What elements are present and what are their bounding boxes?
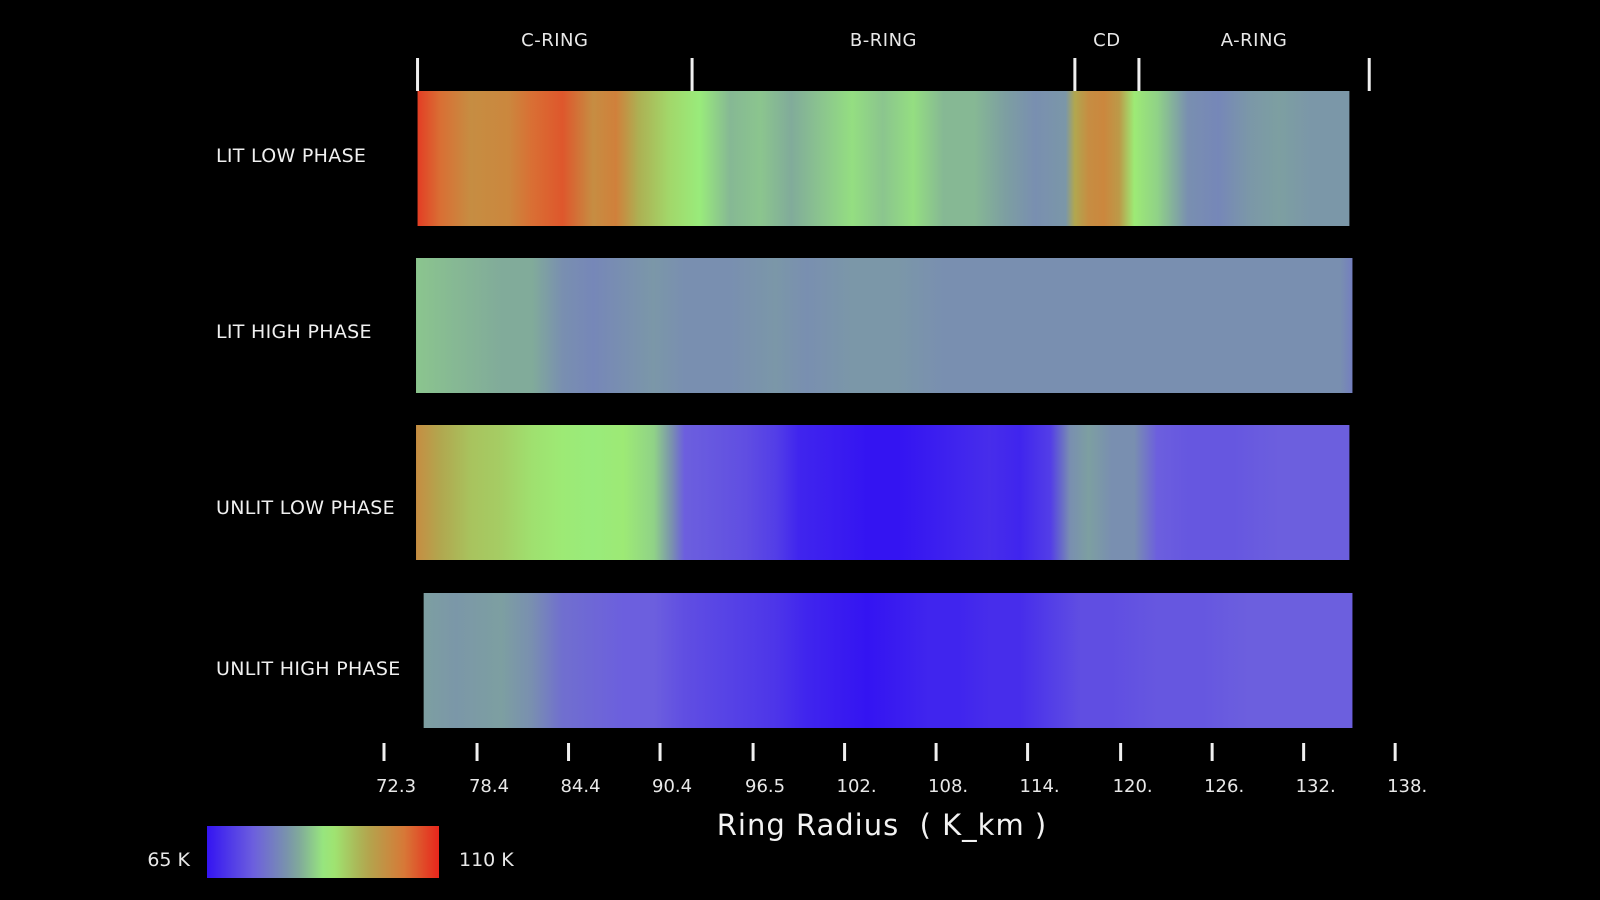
row-label-2: LIT HIGH PHASE [216, 321, 372, 343]
x-axis: 72.3 78.4 84.4 90.4 96.5 102. 108. 114. 120. 126.… [376, 743, 1427, 797]
temperature-rows: LIT LOW PHASE LIT HIGH PHASE UNLIT LOW PHA… [216, 91, 1353, 728]
row-label-4: UNLIT HIGH PHASE [216, 658, 401, 680]
region-label-cd: CD [1093, 30, 1120, 51]
temperature-band-3 [416, 425, 1350, 560]
region-label-a-ring: A-RING [1221, 30, 1288, 51]
x-tick-label: 138. [1387, 776, 1427, 797]
x-tick-label: 90.4 [652, 776, 692, 797]
x-tick-label: 114. [1020, 776, 1060, 797]
x-axis-title: Ring Radius ( K_km ) [717, 808, 1048, 842]
temperature-band-2 [416, 258, 1353, 393]
x-tick-label: 120. [1113, 776, 1153, 797]
x-tick-label: 132. [1296, 776, 1336, 797]
ring-region-markers: C-RING B-RING CD A-RING [416, 30, 1371, 91]
colorbar-gradient [207, 826, 439, 878]
x-tick-label: 84.4 [560, 776, 600, 797]
temperature-band-1 [417, 91, 1350, 226]
colorbar-min-label: 65 K [147, 849, 190, 871]
row-label-3: UNLIT LOW PHASE [216, 497, 395, 519]
x-tick-label: 96.5 [745, 776, 785, 797]
x-tick-label: 78.4 [469, 776, 509, 797]
temperature-band-4 [423, 593, 1353, 728]
region-label-b-ring: B-RING [850, 30, 917, 51]
colorbar-max-label: 110 K [459, 849, 514, 871]
row-label-1: LIT LOW PHASE [216, 145, 366, 167]
x-tick-label: 126. [1204, 776, 1244, 797]
region-label-c-ring: C-RING [521, 30, 588, 51]
x-tick-label: 72.3 [376, 776, 416, 797]
colorbar: 65 K 110 K [147, 826, 514, 878]
x-tick-label: 108. [928, 776, 968, 797]
x-tick-label: 102. [837, 776, 877, 797]
